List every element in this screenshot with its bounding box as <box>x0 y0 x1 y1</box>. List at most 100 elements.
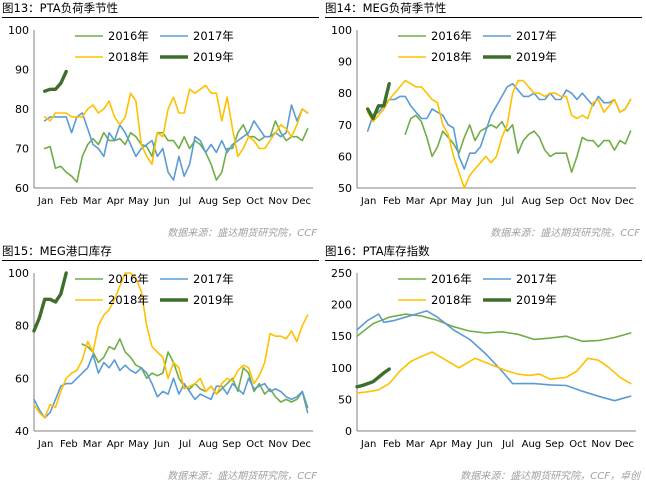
series-line <box>404 114 632 173</box>
x-tick-label: Sep <box>545 196 564 207</box>
chart-panel-pta-inventory-index: 图16：PTA库存指数 0 50 100 150 200 250 Jan Feb Mar Apr M… <box>323 243 646 486</box>
title-divider <box>2 260 319 261</box>
x-tick-label: Dec <box>615 439 634 450</box>
x-tick-label: Oct <box>569 196 586 207</box>
x-tick-label: Dec <box>292 196 311 207</box>
x-tick-label: May <box>451 439 472 450</box>
chart-title: 图14：MEG负荷季节性 <box>325 1 447 15</box>
data-source-note: 数据来源：盛达期货研究院，CCF <box>167 471 317 482</box>
x-tick-label: Aug <box>199 196 219 207</box>
series-line <box>33 272 309 419</box>
x-tick-label: May <box>451 196 472 207</box>
chart-panel-meg-load: 图14：MEG负荷季节性 50 60 70 80 90 100 Jan Feb Mar Apr Ma… <box>323 0 646 243</box>
series-line <box>43 84 309 166</box>
x-tick-label: Aug <box>199 439 219 450</box>
x-tick-label: Feb <box>60 196 78 207</box>
y-tick-label: 100 <box>331 24 352 37</box>
line-chart: 50 60 70 80 90 100 Jan Feb Mar Apr May Jun Jul Aug Sep… <box>331 24 636 207</box>
x-tick-label: Apr <box>107 439 125 450</box>
x-tick-label: Dec <box>292 439 311 450</box>
x-tick-label: Feb <box>383 439 401 450</box>
legend-label: 2017年 <box>193 29 234 43</box>
legend-label: 2016年 <box>431 29 472 43</box>
legend-label: 2019年 <box>193 50 234 64</box>
x-tick-label: Apr <box>430 196 448 207</box>
y-tick-label: 0 <box>345 425 352 438</box>
y-tick-label: 100 <box>8 267 29 280</box>
chart-title: 图13：PTA负荷季节性 <box>2 1 119 15</box>
legend-label: 2017年 <box>516 272 557 286</box>
chart-panel-pta-load: 图13：PTA负荷季节性 60 70 80 90 100 Jan Feb Mar Apr May J… <box>0 0 323 243</box>
data-source-note: 数据来源：盛达期货研究院，CCF，卓创 <box>460 471 640 482</box>
x-tick-label: Jul <box>501 196 514 207</box>
data-source-note: 数据来源：盛达期货研究院，CCF <box>167 228 317 239</box>
x-tick-label: Nov <box>268 439 288 450</box>
series-line <box>81 338 309 409</box>
x-tick-label: Mar <box>406 196 426 207</box>
x-tick-label: Jun <box>153 439 170 450</box>
y-tick-label: 70 <box>338 119 352 132</box>
x-tick-label: Jan <box>360 439 376 450</box>
chart-title: 图16：PTA库存指数 <box>325 244 430 258</box>
y-tick-label: 60 <box>338 150 352 163</box>
x-tick-label: Jul <box>178 196 191 207</box>
legend-label: 2017年 <box>516 29 557 43</box>
x-tick-label: Sep <box>222 439 241 450</box>
legend-label: 2019年 <box>516 293 557 307</box>
y-tick-label: 80 <box>15 320 29 333</box>
legend-label: 2016年 <box>108 272 149 286</box>
legend-label: 2018年 <box>108 50 149 64</box>
legend-label: 2018年 <box>431 50 472 64</box>
legend-label: 2018年 <box>108 293 149 307</box>
x-tick-label: May <box>128 196 149 207</box>
x-tick-label: Mar <box>83 439 103 450</box>
x-tick-label: May <box>128 439 149 450</box>
series-line <box>366 79 632 189</box>
legend-label: 2017年 <box>193 272 234 286</box>
series-line <box>355 367 391 389</box>
line-chart: 0 50 100 150 200 250 Jan Feb Mar Apr May Jun Jul Aug S… <box>331 267 636 450</box>
x-tick-label: Mar <box>406 439 426 450</box>
series-line <box>356 351 632 394</box>
x-tick-label: Oct <box>246 196 263 207</box>
series-line <box>366 82 632 170</box>
y-tick-label: 60 <box>15 182 29 195</box>
y-tick-label: 80 <box>338 87 352 100</box>
x-tick-label: Feb <box>60 439 78 450</box>
title-divider <box>2 17 319 18</box>
x-tick-label: Mar <box>83 196 103 207</box>
y-tick-label: 80 <box>15 103 29 116</box>
y-tick-label: 200 <box>331 299 352 312</box>
series-line <box>43 104 309 181</box>
legend-label: 2016年 <box>431 272 472 286</box>
chart-title: 图15：MEG港口库存 <box>2 244 112 258</box>
x-tick-label: Aug <box>522 439 542 450</box>
series-line <box>366 81 391 121</box>
y-tick-label: 100 <box>331 362 352 375</box>
x-tick-label: Jun <box>476 196 493 207</box>
x-tick-label: Nov <box>591 439 611 450</box>
y-tick-label: 150 <box>331 330 352 343</box>
line-chart: 40 60 80 100 Jan Feb Mar Apr May Jun Jul Aug Sep Oct N… <box>8 267 313 450</box>
x-tick-label: Nov <box>591 196 611 207</box>
legend-label: 2019年 <box>516 50 557 64</box>
legend-label: 2016年 <box>108 29 149 43</box>
y-tick-label: 90 <box>338 56 352 69</box>
series-line <box>32 271 68 333</box>
data-source-note: 数据来源：盛达期货研究院，CCF <box>490 228 640 239</box>
x-tick-label: Jan <box>37 439 53 450</box>
y-tick-label: 50 <box>338 182 352 195</box>
y-tick-label: 90 <box>15 64 29 77</box>
line-chart: 60 70 80 90 100 Jan Feb Mar Apr May Jun Jul Aug Sep Oc… <box>8 24 313 207</box>
x-tick-label: Jul <box>501 439 514 450</box>
title-divider <box>325 260 642 261</box>
x-tick-label: Dec <box>615 196 634 207</box>
chart-panel-meg-port-inventory: 图15：MEG港口库存 40 60 80 100 Jan Feb Mar Apr May Jun J… <box>0 243 323 486</box>
y-tick-label: 100 <box>8 24 29 37</box>
x-tick-label: Oct <box>246 439 263 450</box>
x-tick-label: Jun <box>476 439 493 450</box>
legend-label: 2018年 <box>431 293 472 307</box>
legend-label: 2019年 <box>193 293 234 307</box>
series-line <box>43 120 309 183</box>
x-tick-label: Feb <box>383 196 401 207</box>
